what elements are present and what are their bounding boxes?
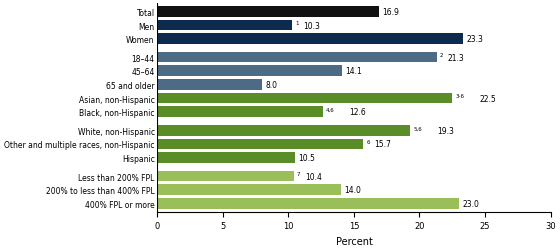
Bar: [157, 20, 292, 31]
Text: 14.0: 14.0: [344, 186, 361, 194]
Text: 22.5: 22.5: [479, 94, 496, 103]
Text: 23.0: 23.0: [462, 199, 479, 208]
Text: 8.0: 8.0: [265, 81, 278, 90]
Text: 5,6: 5,6: [414, 126, 422, 131]
Text: 3-6: 3-6: [455, 94, 465, 99]
Text: 12.6: 12.6: [349, 108, 366, 117]
Bar: [157, 34, 463, 45]
Bar: [157, 7, 379, 18]
Bar: [157, 52, 437, 63]
Bar: [157, 107, 323, 118]
Bar: [157, 198, 459, 209]
Text: 10.4: 10.4: [305, 172, 322, 181]
Text: 23.3: 23.3: [466, 35, 483, 44]
Bar: [157, 171, 293, 182]
Bar: [157, 66, 342, 77]
Bar: [157, 153, 295, 163]
Text: 6: 6: [366, 140, 370, 144]
Text: 14.1: 14.1: [346, 67, 362, 76]
Bar: [157, 80, 262, 90]
Bar: [157, 94, 452, 104]
Text: 1: 1: [296, 21, 299, 26]
Text: 19.3: 19.3: [437, 126, 454, 135]
Bar: [157, 126, 410, 136]
Text: 10.3: 10.3: [304, 22, 320, 30]
Bar: [157, 184, 341, 195]
Text: 15.7: 15.7: [374, 140, 391, 149]
Text: 10.5: 10.5: [298, 154, 315, 162]
Bar: [157, 139, 363, 150]
X-axis label: Percent: Percent: [335, 236, 372, 246]
Text: 4,6: 4,6: [326, 108, 334, 112]
Text: 21.3: 21.3: [447, 54, 464, 62]
Text: 16.9: 16.9: [382, 8, 399, 17]
Text: 2: 2: [440, 53, 444, 58]
Text: 7: 7: [297, 172, 301, 176]
